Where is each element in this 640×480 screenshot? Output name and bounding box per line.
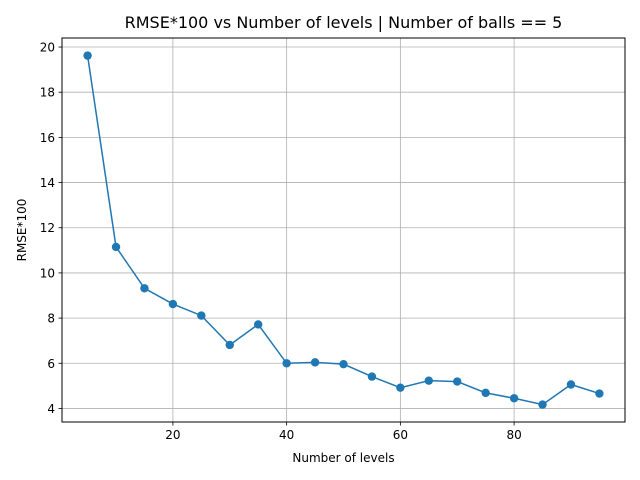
data-point [111,242,121,252]
axis-ticks: 20 40 60 80 4 6 8 10 12 14 16 18 20 [40,41,522,442]
y-tick-label: 6 [47,357,55,371]
data-point [424,376,434,385]
y-tick-label: 4 [47,402,55,416]
y-tick-label: 14 [40,176,55,190]
y-tick-label: 16 [40,131,55,145]
data-point [453,377,462,386]
axes-frame [61,37,626,423]
chart-title: RMSE*100 vs Number of levels | Number of… [125,13,563,32]
y-tick-label: 12 [40,221,55,235]
data-point [253,320,263,329]
y-tick-label: 20 [40,41,55,55]
data-point [83,51,92,60]
y-axis-label: RMSE*100 [15,199,29,262]
data-point [367,372,377,381]
x-axis-label: Number of levels [292,451,394,465]
data-point [168,299,178,309]
data-point [566,380,576,389]
data-point [481,388,490,398]
x-tick-label: 20 [165,428,180,442]
y-tick-label: 10 [40,266,55,280]
data-point [140,284,149,293]
data-point [225,340,234,350]
y-tick-label: 8 [47,312,55,326]
data-point [282,359,291,368]
x-tick-label: 80 [506,428,521,442]
data-point [396,383,405,392]
data-series [83,51,604,409]
x-tick-label: 40 [279,428,294,442]
y-tick-label: 18 [40,86,55,100]
data-point [197,311,206,320]
data-point [310,358,320,367]
x-tick-label: 60 [393,428,408,442]
data-point [339,359,348,369]
data-point [509,394,519,403]
grid-lines [62,38,625,422]
data-point [595,389,604,398]
data-point [538,400,547,409]
